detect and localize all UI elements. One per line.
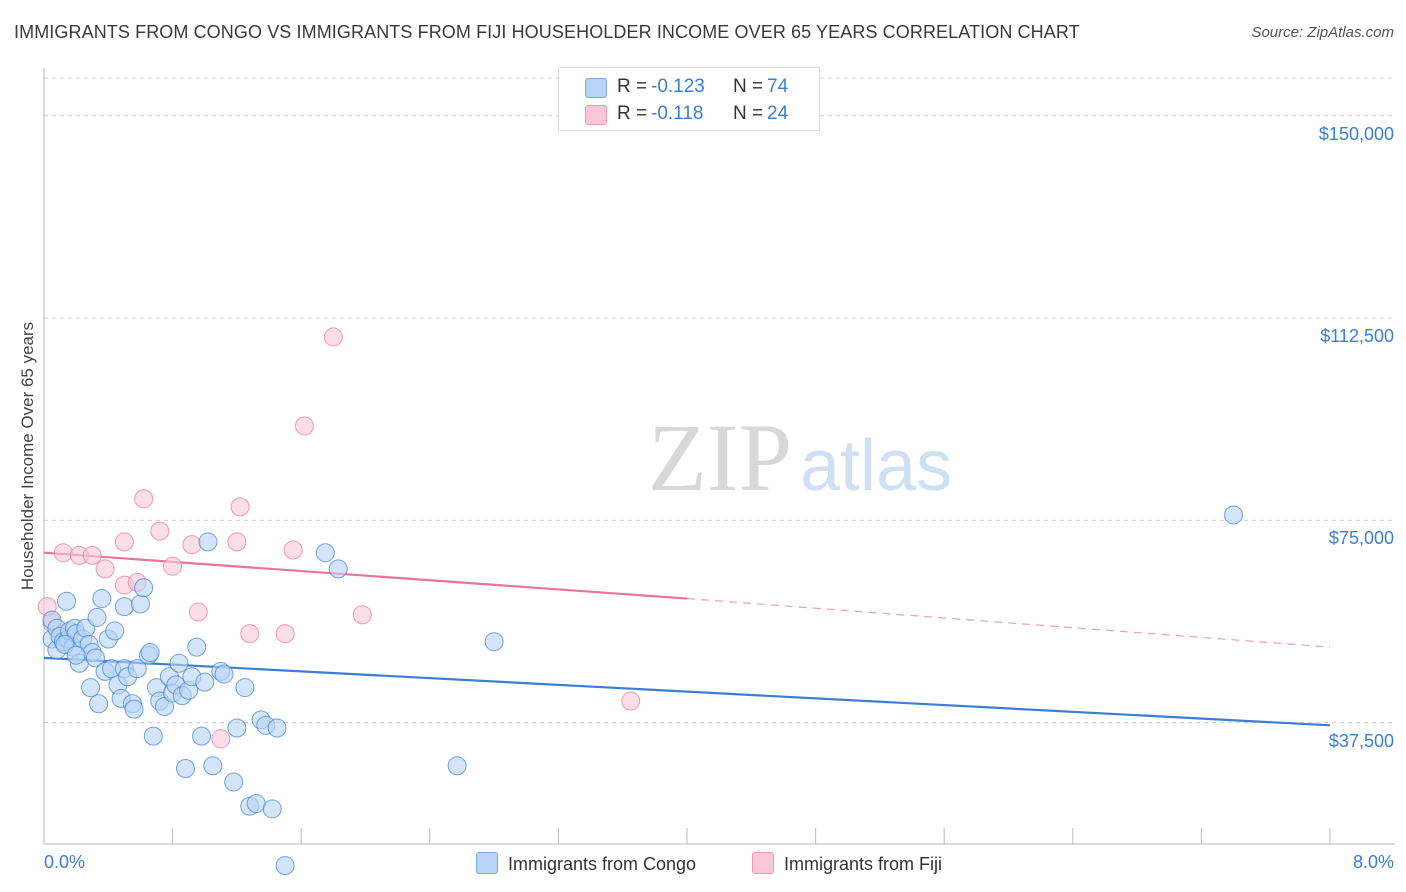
fiji-point <box>211 729 231 749</box>
legend-n-label: N = <box>733 103 764 124</box>
congo-legend-swatch <box>476 852 498 874</box>
congo-swatch <box>585 78 607 98</box>
congo-point <box>328 559 348 579</box>
congo-point <box>169 653 189 673</box>
watermark-atlas: atlas <box>800 426 952 506</box>
congo-point <box>224 772 244 792</box>
fiji-point <box>188 602 208 622</box>
congo-point <box>203 756 223 776</box>
congo-point <box>143 726 163 746</box>
congo-point <box>57 591 77 611</box>
fiji-point <box>82 545 102 565</box>
congo-point <box>1224 505 1244 525</box>
fiji-point <box>240 624 260 644</box>
fiji-point <box>275 624 295 644</box>
x-tick-min: 0.0% <box>44 852 86 872</box>
legend-r-value-fiji: -0.118 <box>651 103 704 124</box>
congo-point <box>447 756 467 776</box>
bottom-legend-fiji: Immigrants from Fiji <box>752 852 942 875</box>
congo-point <box>187 637 207 657</box>
watermark-zip: ZIP <box>648 404 792 511</box>
legend-r-value-congo: -0.123 <box>651 76 705 97</box>
congo-point <box>275 856 295 876</box>
y-tick-label: $75,000 <box>1328 528 1394 549</box>
congo-point <box>315 543 335 563</box>
fiji-point <box>227 532 247 552</box>
fiji-point <box>182 535 202 555</box>
trend-line <box>43 656 1331 727</box>
y-tick-label: $150,000 <box>1318 123 1394 144</box>
congo-point <box>227 718 247 738</box>
congo-point <box>66 645 86 665</box>
legend-n-label: N = <box>733 76 764 97</box>
congo-point <box>246 794 266 814</box>
fiji-point <box>283 540 303 560</box>
trend-line-extension <box>686 597 1331 648</box>
y-tick-label: $37,500 <box>1328 730 1394 751</box>
fiji-point <box>230 497 250 517</box>
fiji-point <box>163 556 183 576</box>
congo-point <box>127 659 147 679</box>
congo-point <box>130 594 150 614</box>
congo-point <box>124 699 144 719</box>
congo-point <box>262 799 282 819</box>
fiji-point <box>134 489 154 509</box>
legend-label-congo: Immigrants from Congo <box>508 854 697 874</box>
congo-point <box>81 678 101 698</box>
fiji-point <box>95 559 115 579</box>
congo-point <box>235 678 255 698</box>
fiji-legend-swatch <box>752 852 774 874</box>
legend-n-value-fiji: 24 <box>767 103 789 124</box>
congo-point <box>267 718 287 738</box>
fiji-point <box>352 605 372 625</box>
chart-title: IMMIGRANTS FROM CONGO VS IMMIGRANTS FROM… <box>14 22 1080 42</box>
congo-point <box>114 597 134 617</box>
congo-point <box>87 607 107 627</box>
fiji-point <box>53 543 73 563</box>
fiji-point <box>323 327 343 347</box>
congo-point <box>140 643 160 662</box>
congo-point <box>198 532 218 552</box>
congo-point <box>484 632 504 652</box>
congo-point <box>89 694 109 714</box>
congo-point <box>85 648 105 668</box>
fiji-point <box>114 532 134 552</box>
congo-point <box>175 758 195 778</box>
fiji-point <box>150 521 170 541</box>
bottom-legend-congo: Immigrants from Congo <box>476 852 696 875</box>
congo-point <box>195 672 215 692</box>
trend-line <box>43 551 688 600</box>
congo-point <box>214 664 234 684</box>
legend-n-value-congo: 74 <box>767 76 789 97</box>
y-tick-label: $112,500 <box>1320 326 1394 347</box>
legend-r-label: R = <box>617 103 648 124</box>
legend-label-fiji: Immigrants from Fiji <box>784 854 943 874</box>
fiji-swatch <box>585 105 607 125</box>
congo-point <box>134 578 154 598</box>
fiji-point <box>621 691 641 711</box>
congo-point <box>192 726 212 746</box>
congo-point <box>105 621 125 641</box>
source-label: Source: ZipAtlas.com <box>1251 24 1394 41</box>
x-tick-max: 8.0% <box>1352 852 1394 872</box>
correlation-legend: R = -0.123 N = 74 R = -0.118 N = 24 <box>558 67 820 131</box>
legend-r-label: R = <box>617 76 648 97</box>
congo-point <box>92 589 112 609</box>
fiji-point <box>294 416 314 436</box>
